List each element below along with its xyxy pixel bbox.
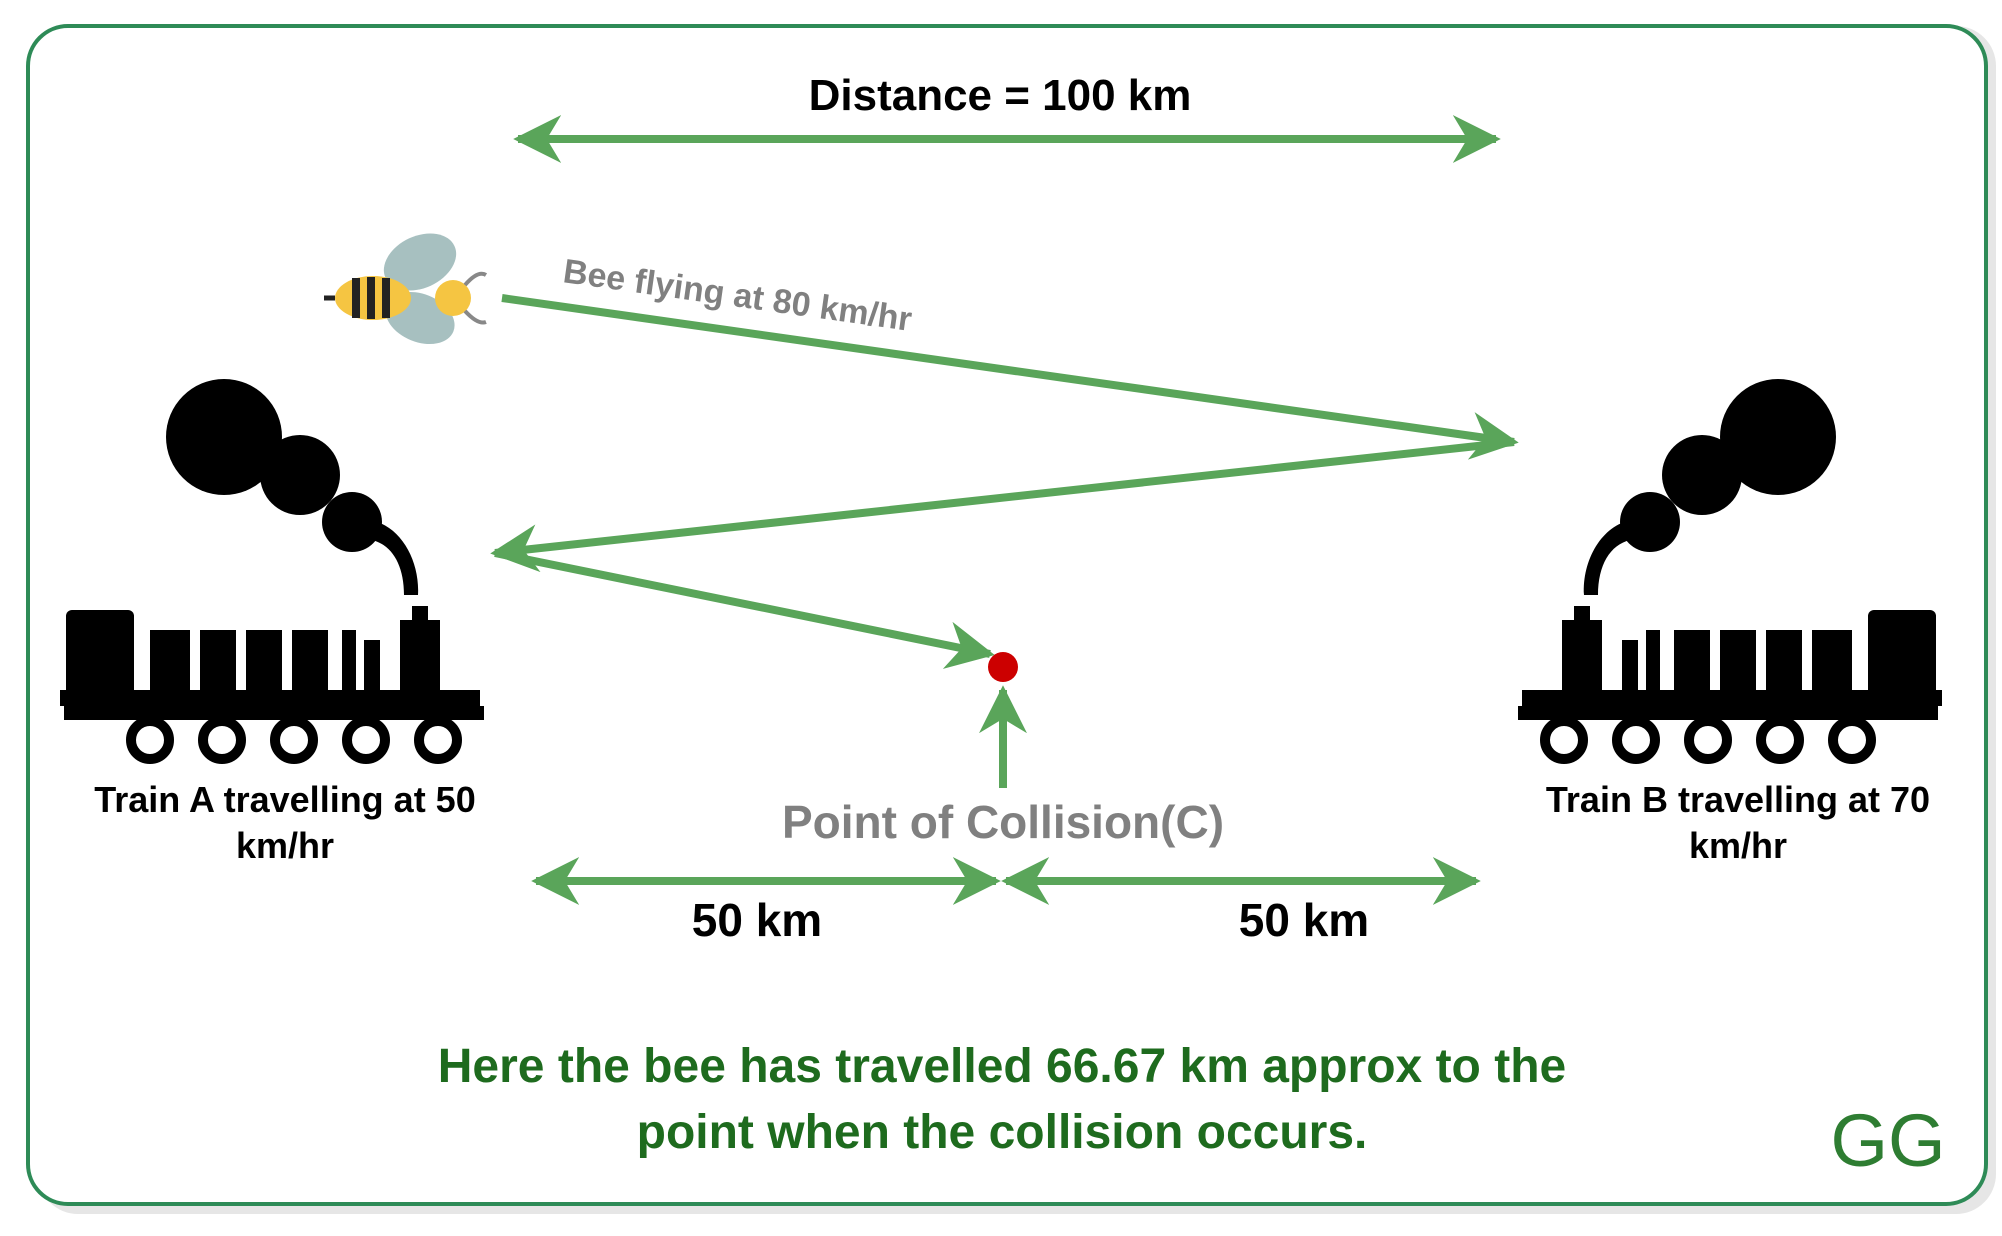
conclusion-line2: point when the collision occurs. bbox=[637, 1106, 1368, 1159]
bee-path-segment-3 bbox=[494, 549, 995, 669]
frame bbox=[26, 24, 1988, 1206]
distance-label: Distance = 100 km bbox=[809, 71, 1192, 120]
left-segment-label: 50 km bbox=[692, 894, 822, 946]
bee-icon bbox=[324, 233, 488, 345]
train-b-icon bbox=[1518, 379, 1942, 764]
train-a-label-line1: Train A travelling at 50 bbox=[94, 779, 475, 820]
collision-label: Point of Collision(C) bbox=[782, 796, 1224, 848]
train-b-label-line1: Train B travelling at 70 bbox=[1546, 779, 1930, 820]
conclusion-line1: Here the bee has travelled 66.67 km appr… bbox=[438, 1040, 1566, 1093]
gfg-logo: GG bbox=[1830, 1099, 1945, 1182]
train-b-label-line2: km/hr bbox=[1689, 825, 1787, 866]
train-a-icon bbox=[60, 379, 484, 764]
train-a-label-line2: km/hr bbox=[236, 825, 334, 866]
collision-point bbox=[988, 652, 1018, 682]
right-segment-label: 50 km bbox=[1239, 894, 1369, 946]
bee-path-segment-2 bbox=[490, 438, 1515, 573]
gfg-logo-text: GG bbox=[1830, 1099, 1945, 1182]
bee-path-segment-1 bbox=[501, 294, 1519, 460]
